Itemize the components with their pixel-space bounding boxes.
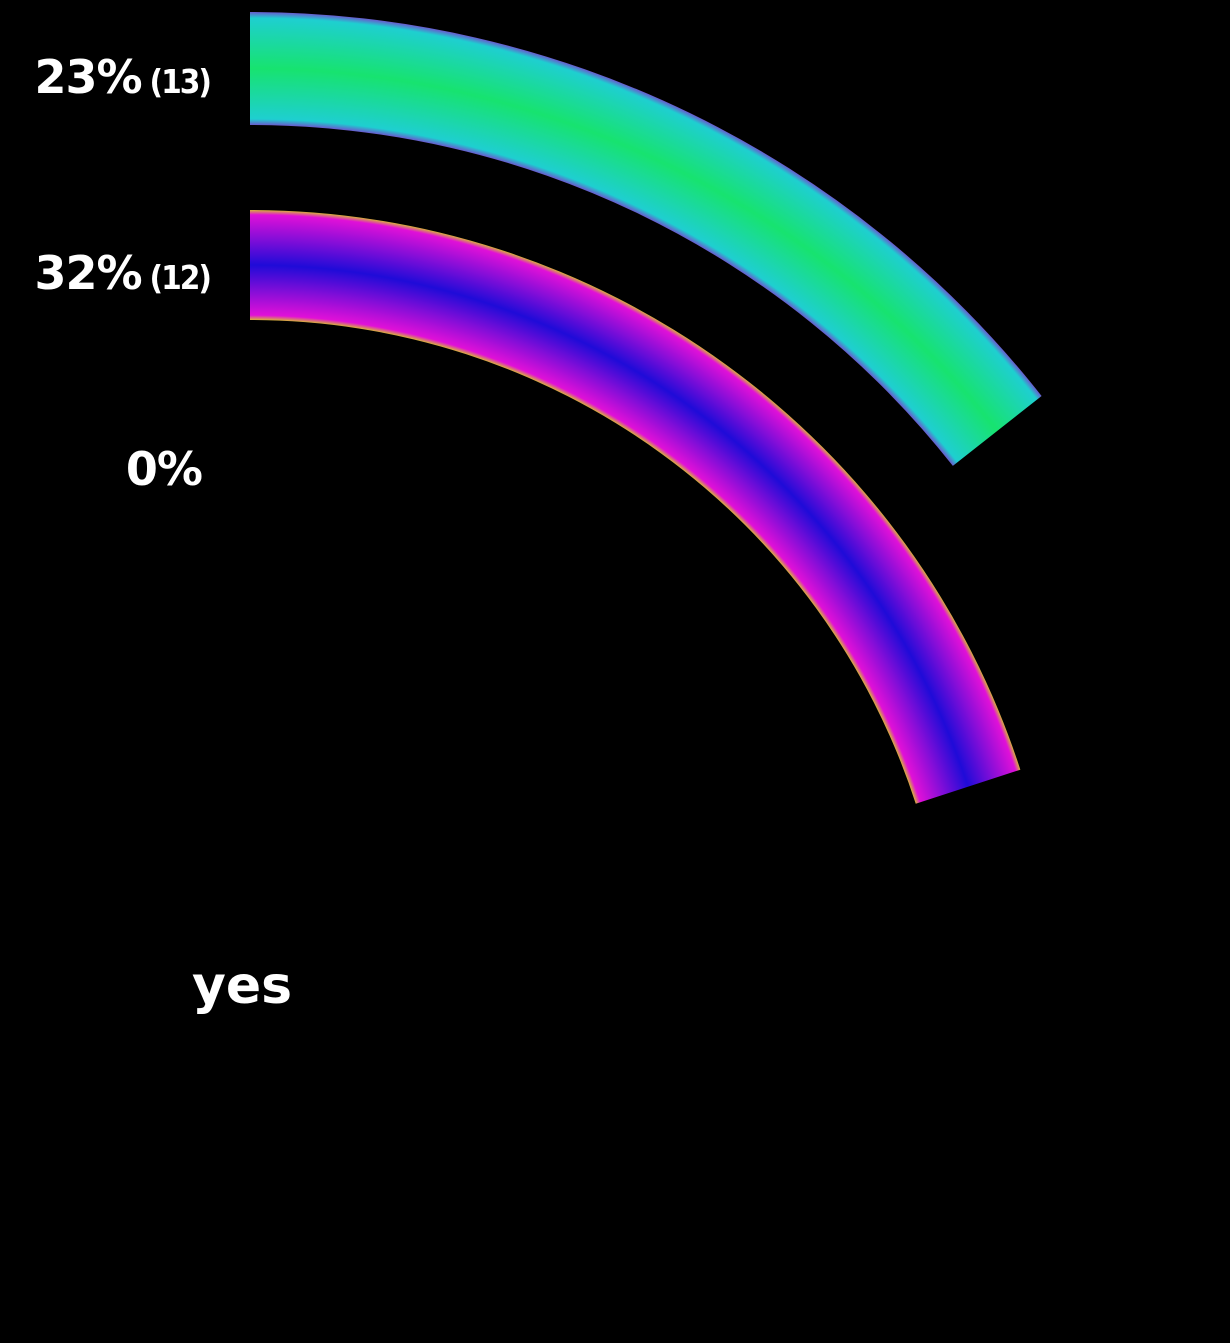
series-1-label: 23% (13) bbox=[34, 54, 212, 101]
category-label: yes bbox=[192, 956, 293, 1016]
bar-group bbox=[250, 12, 1042, 804]
bar-series-2 bbox=[250, 210, 1021, 804]
series-2-count: (12) bbox=[149, 258, 212, 297]
series-2-percent: 32% bbox=[34, 246, 142, 300]
bar-series-1 bbox=[250, 12, 1042, 466]
series-1-percent: 23% bbox=[34, 50, 142, 104]
series-1-count: (13) bbox=[149, 62, 212, 101]
series-3-label: 0% bbox=[126, 446, 210, 492]
series-2-label: 32% (12) bbox=[34, 250, 212, 297]
series-3-percent: 0% bbox=[125, 442, 203, 496]
